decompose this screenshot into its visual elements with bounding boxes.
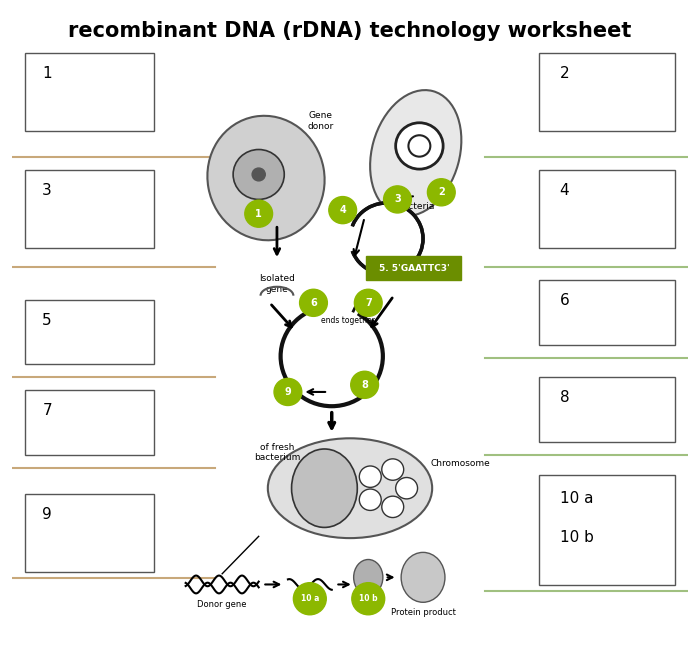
- Text: 10 a: 10 a: [560, 491, 593, 506]
- FancyBboxPatch shape: [25, 299, 154, 365]
- Text: 4: 4: [560, 183, 569, 198]
- Text: 6: 6: [560, 293, 569, 308]
- Text: 7: 7: [42, 403, 52, 419]
- Text: 9: 9: [42, 507, 52, 522]
- FancyBboxPatch shape: [25, 494, 154, 572]
- FancyBboxPatch shape: [25, 53, 154, 131]
- FancyBboxPatch shape: [25, 170, 154, 248]
- Text: recombinant DNA (rDNA) technology worksheet: recombinant DNA (rDNA) technology worksh…: [69, 21, 631, 40]
- Text: 8: 8: [560, 391, 569, 406]
- Text: 3: 3: [42, 183, 52, 198]
- Text: 10 b: 10 b: [560, 530, 594, 545]
- Text: 2: 2: [560, 66, 569, 81]
- FancyBboxPatch shape: [25, 391, 154, 455]
- FancyBboxPatch shape: [540, 53, 675, 131]
- Text: 5: 5: [42, 312, 52, 327]
- FancyBboxPatch shape: [540, 475, 675, 585]
- Text: 1: 1: [42, 66, 52, 81]
- FancyBboxPatch shape: [540, 378, 675, 442]
- FancyBboxPatch shape: [540, 170, 675, 248]
- FancyBboxPatch shape: [540, 280, 675, 345]
